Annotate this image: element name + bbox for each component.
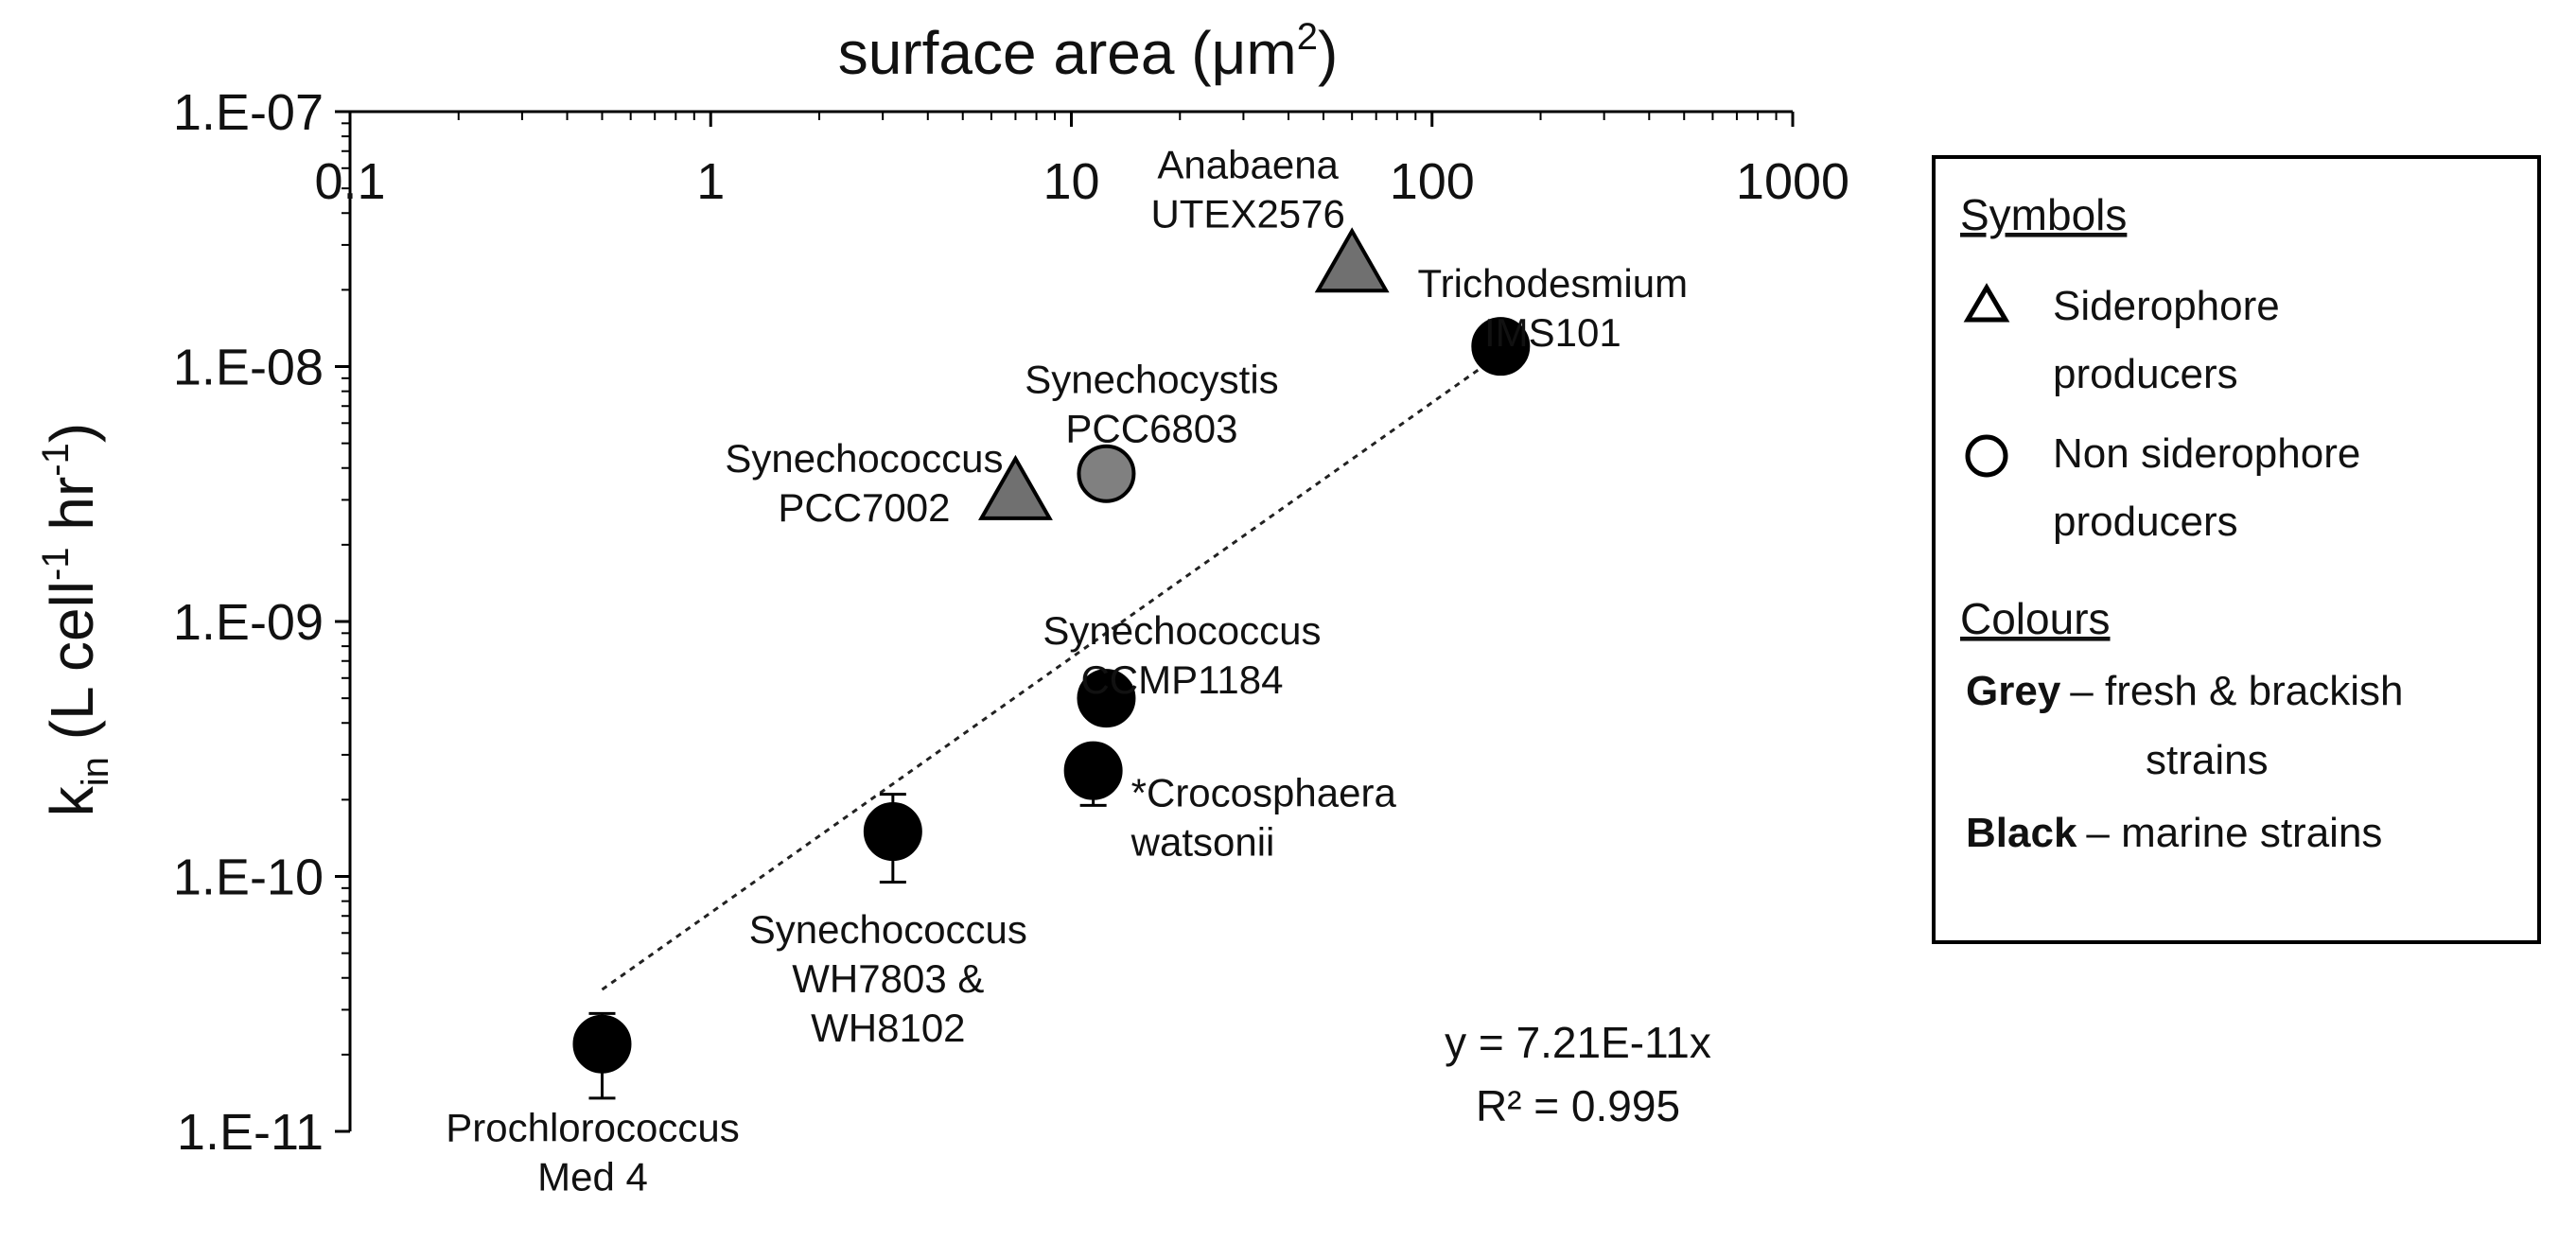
x-tick-label: 10 xyxy=(1043,153,1099,210)
point-label: Prochlorococcus xyxy=(446,1106,739,1150)
point-label: *Crocosphaera xyxy=(1131,771,1397,815)
triangle-marker xyxy=(977,454,1053,520)
legend-circle-label-2: producers xyxy=(2053,499,2238,545)
legend-grey-line-2: strains xyxy=(2146,737,2269,783)
point-label: Synechococcus xyxy=(725,436,1003,481)
point-label: Synechocystis xyxy=(1025,358,1278,402)
y-tick-label: 1.E-08 xyxy=(173,340,324,396)
x-tick-label: 1000 xyxy=(1736,153,1849,210)
y-tick-label: 1.E-11 xyxy=(177,1104,324,1161)
legend: Symbols Siderophore producers Non sidero… xyxy=(1932,155,2541,944)
trendline xyxy=(601,353,1502,991)
point-label: CCMP1184 xyxy=(1080,657,1283,702)
point-label: IMS101 xyxy=(1484,310,1621,355)
equation-line: y = 7.21E-11x xyxy=(1445,1018,1711,1067)
legend-black-line: Black – marine strains xyxy=(1966,810,2382,856)
point-label: WH8102 xyxy=(811,1006,965,1050)
legend-grey-line: Grey – fresh & brackish xyxy=(1966,668,2403,714)
point-label: Synechococcus xyxy=(1043,608,1321,653)
x-tick-label: 100 xyxy=(1390,153,1475,210)
point-label: Anabaena xyxy=(1157,142,1339,186)
legend-box xyxy=(1932,155,2541,944)
triangle-marker xyxy=(1314,227,1390,293)
y-ticks: 1.E-11 1.E-10 1.E-09 1.E-08 1.E-07 xyxy=(173,84,350,1161)
x-tick-label: 1 xyxy=(696,153,725,210)
circle-marker xyxy=(863,802,922,862)
legend-symbols-heading: Symbols xyxy=(1960,190,2127,239)
r-squared-line: R² = 0.995 xyxy=(1476,1081,1680,1130)
point-label: watsonii xyxy=(1130,820,1275,865)
point-label: Synechococcus xyxy=(749,907,1027,952)
y-axis-title: kin (L cell-1 hr-1) xyxy=(35,423,116,816)
x-tick-label: 0.1 xyxy=(314,153,385,210)
circle-marker xyxy=(1077,444,1136,503)
y-tick-label: 1.E-10 xyxy=(173,849,324,906)
circle-marker xyxy=(1077,669,1136,728)
data-point: Anabaena UTEX2576 xyxy=(1150,142,1390,293)
point-label: PCC6803 xyxy=(1065,407,1237,451)
legend-triangle-label-2: producers xyxy=(2053,351,2238,397)
point-label: Med 4 xyxy=(537,1155,648,1199)
point-label: WH7803 & xyxy=(792,956,984,1001)
circle-marker xyxy=(1063,741,1123,800)
x-axis-title: surface area (μm2) xyxy=(838,16,1339,87)
circle-icon xyxy=(1965,434,2008,478)
circle-marker xyxy=(1471,317,1531,376)
point-label: Trichodesmium xyxy=(1418,261,1689,306)
data-point: Synechocystis PCC6803 xyxy=(1025,358,1279,503)
point-label: PCC7002 xyxy=(778,485,950,530)
x-ticks: 0.1 1 10 100 1000 xyxy=(314,112,1849,210)
legend-circle-label-1: Non siderophore xyxy=(2053,430,2360,477)
legend-colours-heading: Colours xyxy=(1960,594,2111,643)
data-point: Prochlorococcus Med 4 xyxy=(446,1011,740,1199)
legend-triangle-label-1: Siderophore xyxy=(2053,283,2280,329)
y-tick-label: 1.E-07 xyxy=(173,84,324,141)
circle-marker xyxy=(572,1014,632,1074)
data-point: *Crocosphaera watsonii xyxy=(1063,741,1397,865)
point-label: UTEX2576 xyxy=(1150,191,1344,236)
trend-equation: y = 7.21E-11x R² = 0.995 xyxy=(1445,1018,1711,1130)
y-tick-label: 1.E-09 xyxy=(173,594,324,651)
triangle-icon xyxy=(1963,283,2010,323)
